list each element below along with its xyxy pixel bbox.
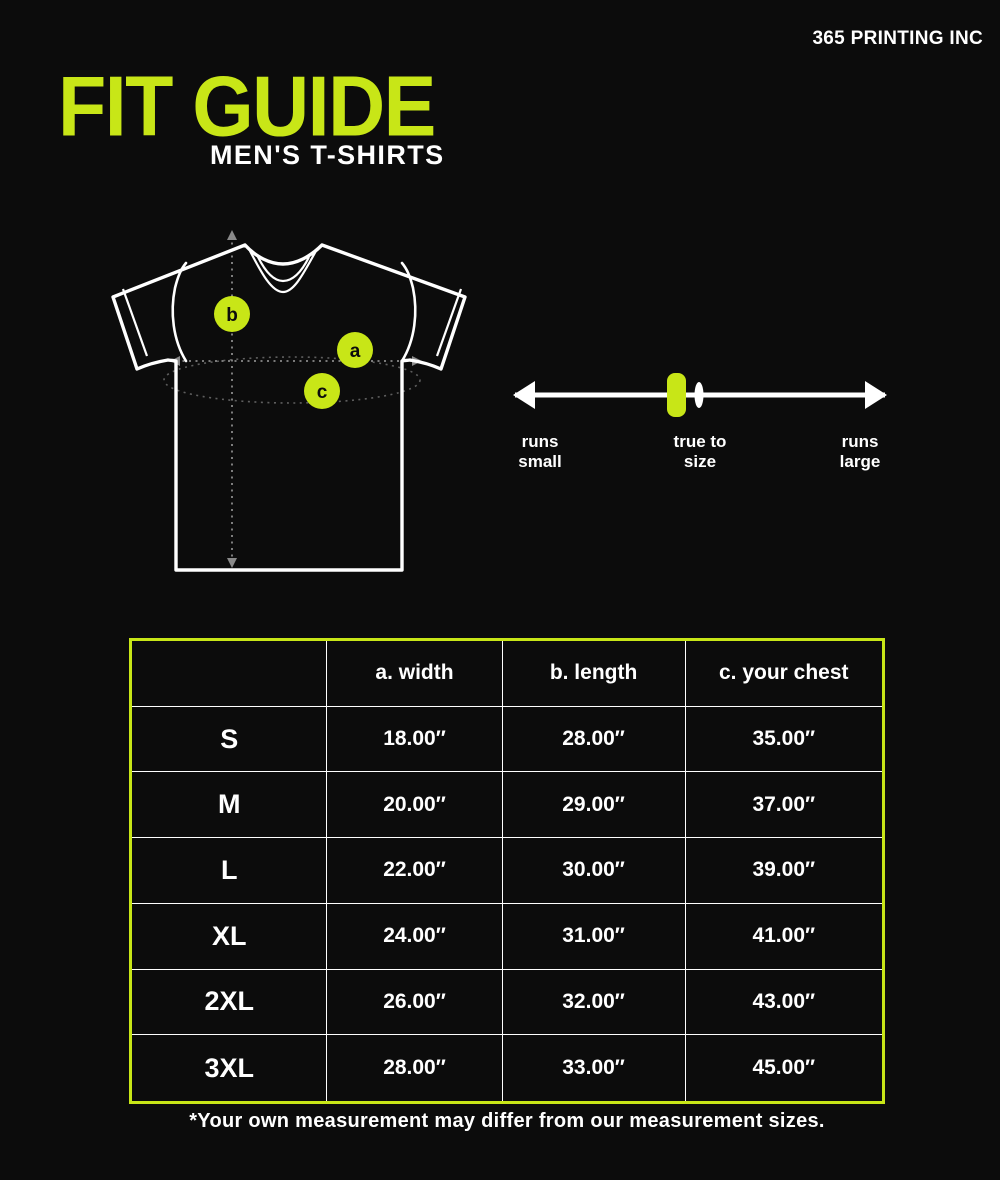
svg-text:a: a — [350, 341, 361, 362]
svg-text:c: c — [317, 382, 328, 403]
svg-text:b: b — [226, 305, 238, 326]
